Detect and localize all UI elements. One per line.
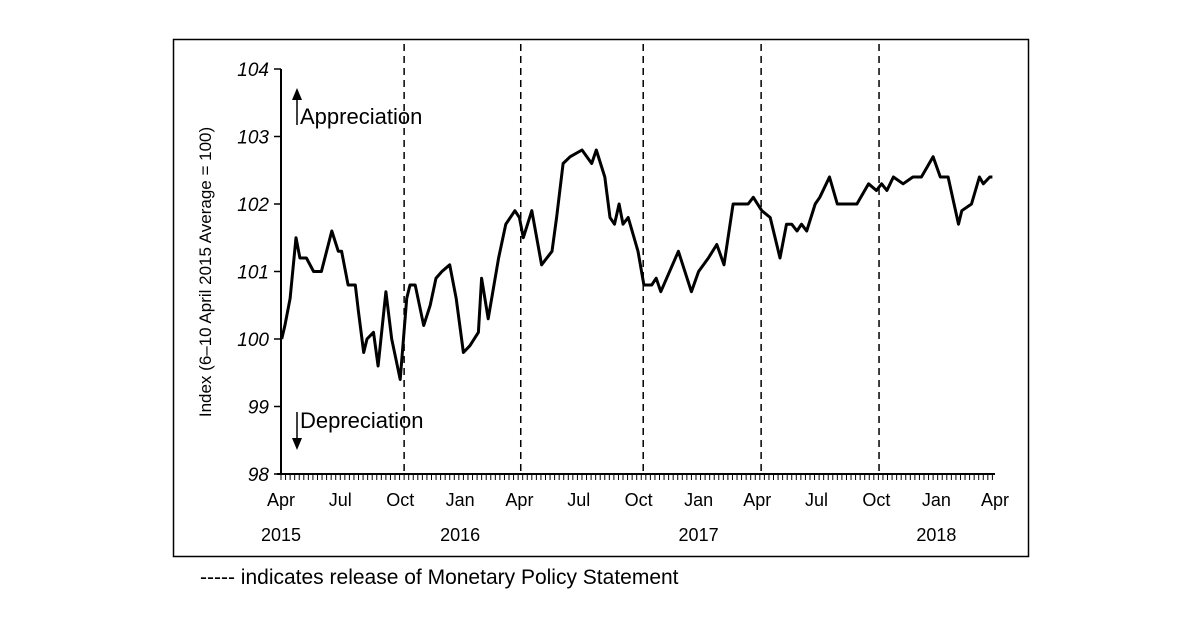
y-axis: 98 99 100 101 102 103 104 (237, 60, 282, 486)
data-points (282, 150, 993, 380)
x-tick-label: Jan (922, 490, 951, 510)
y-tick-label: 101 (237, 263, 269, 284)
x-tick-label: Jan (446, 490, 475, 510)
series-line (280, 148, 993, 381)
depreciation-annotation: Depreciation (292, 408, 424, 450)
y-tick-label: 100 (237, 330, 269, 351)
x-tick-label: Jul (567, 490, 590, 510)
year-label: 2016 (440, 525, 480, 545)
x-tick-label: Jul (805, 490, 828, 510)
x-tick-label: Apr (743, 490, 771, 510)
appreciation-label: Appreciation (300, 104, 422, 129)
down-arrowhead-icon (292, 438, 302, 450)
x-tick-label: Oct (862, 490, 890, 510)
x-tick-label: Jul (329, 490, 352, 510)
x-axis: Apr Jul Oct Jan Apr Jul Oct Jan Apr Jul Oct Jan Apr 2… (261, 473, 1009, 545)
y-tick-label: 102 (237, 195, 269, 216)
appreciation-annotation: Appreciation (292, 88, 422, 129)
up-arrowhead-icon (292, 88, 302, 100)
legend-note: ----- indicates release of Monetary Poli… (200, 566, 679, 589)
year-label: 2017 (679, 525, 719, 545)
x-tick-label: Apr (981, 490, 1009, 510)
x-tick-label: Oct (625, 490, 653, 510)
x-tick-label: Apr (267, 490, 295, 510)
mps-release-lines (403, 44, 880, 474)
x-tick-label: Apr (505, 490, 533, 510)
x-tick-label: Oct (386, 490, 414, 510)
chart-frame (172, 38, 1030, 558)
y-tick-label: 99 (248, 398, 270, 419)
depreciation-label: Depreciation (300, 408, 424, 433)
x-tick-label: Jan (684, 490, 713, 510)
y-tick-label: 98 (248, 465, 270, 486)
y-tick-label: 103 (237, 128, 269, 149)
year-label: 2018 (916, 525, 956, 545)
y-axis-label: Index (6–10 April 2015 Average = 100) (196, 127, 215, 417)
year-label: 2015 (261, 525, 301, 545)
y-tick-label: 104 (237, 60, 269, 81)
